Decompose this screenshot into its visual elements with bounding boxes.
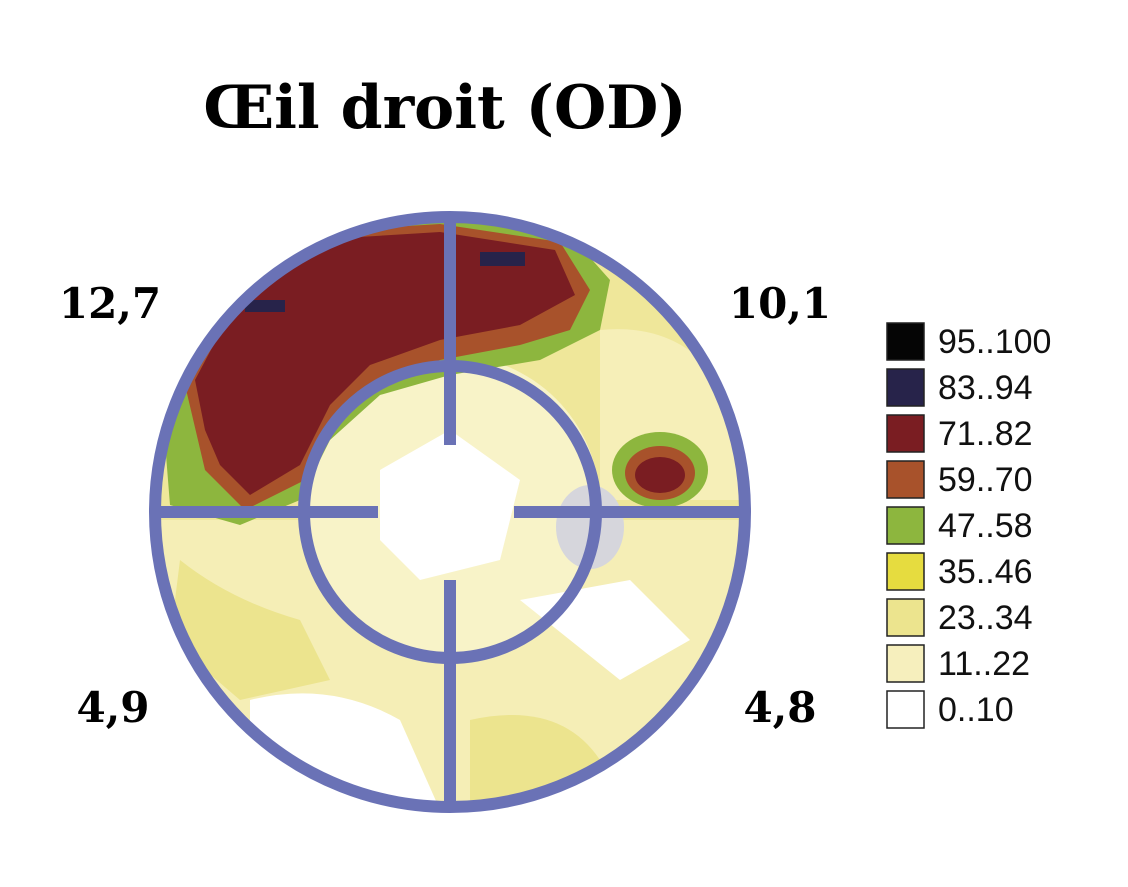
legend-label: 11..22 <box>938 645 1030 683</box>
target-overlay <box>149 211 751 813</box>
legend: 95..100 83..94 71..82 59..70 47..58 35..46 23.… <box>886 322 1051 729</box>
quadrant-value: 10,1 <box>729 279 831 328</box>
legend-swatch <box>886 644 925 683</box>
quadrant-value: 12,7 <box>59 279 161 328</box>
legend-swatch <box>886 322 925 361</box>
legend-label: 83..94 <box>938 369 1033 407</box>
legend-label: 23..34 <box>938 599 1033 637</box>
legend-label: 0..10 <box>938 691 1014 729</box>
legend-swatch <box>886 414 925 453</box>
legend-label: 95..100 <box>938 323 1051 361</box>
legend-label: 35..46 <box>938 553 1033 591</box>
legend-swatch <box>886 690 925 729</box>
legend-swatch <box>886 506 925 545</box>
quadrant-value: 4,8 <box>743 683 816 732</box>
legend-swatch <box>886 368 925 407</box>
legend-swatch <box>886 460 925 499</box>
quadrant-value: 4,9 <box>76 683 149 732</box>
legend-label: 71..82 <box>938 415 1033 453</box>
legend-swatch <box>886 598 925 637</box>
legend-label: 47..58 <box>938 507 1033 545</box>
title: Œil droit (OD) <box>203 73 686 143</box>
legend-swatch <box>886 552 925 591</box>
legend-label: 59..70 <box>938 461 1033 499</box>
